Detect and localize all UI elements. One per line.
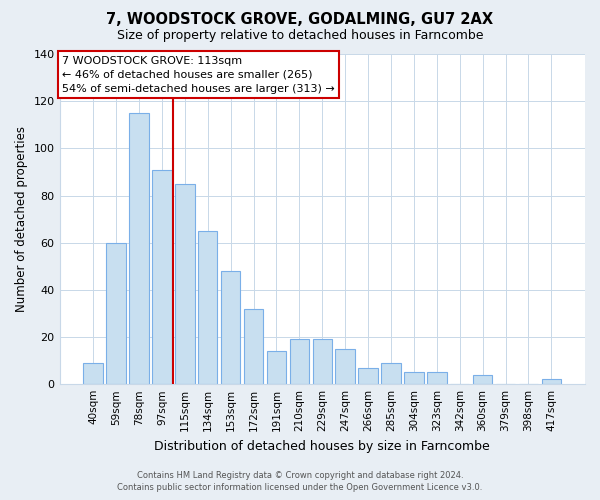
Bar: [83, 363, 103, 384]
Bar: [290, 340, 309, 384]
Bar: [381, 363, 401, 384]
Bar: [473, 374, 493, 384]
Bar: [129, 113, 149, 384]
Bar: [313, 340, 332, 384]
Text: Contains HM Land Registry data © Crown copyright and database right 2024.
Contai: Contains HM Land Registry data © Crown c…: [118, 471, 482, 492]
Bar: [244, 308, 263, 384]
Y-axis label: Number of detached properties: Number of detached properties: [15, 126, 28, 312]
Bar: [198, 231, 217, 384]
Text: 7, WOODSTOCK GROVE, GODALMING, GU7 2AX: 7, WOODSTOCK GROVE, GODALMING, GU7 2AX: [106, 12, 494, 28]
Text: 7 WOODSTOCK GROVE: 113sqm
← 46% of detached houses are smaller (265)
54% of semi: 7 WOODSTOCK GROVE: 113sqm ← 46% of detac…: [62, 56, 335, 94]
Text: Size of property relative to detached houses in Farncombe: Size of property relative to detached ho…: [117, 29, 483, 42]
Bar: [221, 271, 241, 384]
Bar: [358, 368, 378, 384]
Bar: [542, 380, 561, 384]
Bar: [106, 242, 126, 384]
Bar: [404, 372, 424, 384]
Bar: [267, 351, 286, 384]
Bar: [152, 170, 172, 384]
Bar: [175, 184, 194, 384]
Bar: [335, 349, 355, 384]
X-axis label: Distribution of detached houses by size in Farncombe: Distribution of detached houses by size …: [154, 440, 490, 452]
Bar: [427, 372, 446, 384]
